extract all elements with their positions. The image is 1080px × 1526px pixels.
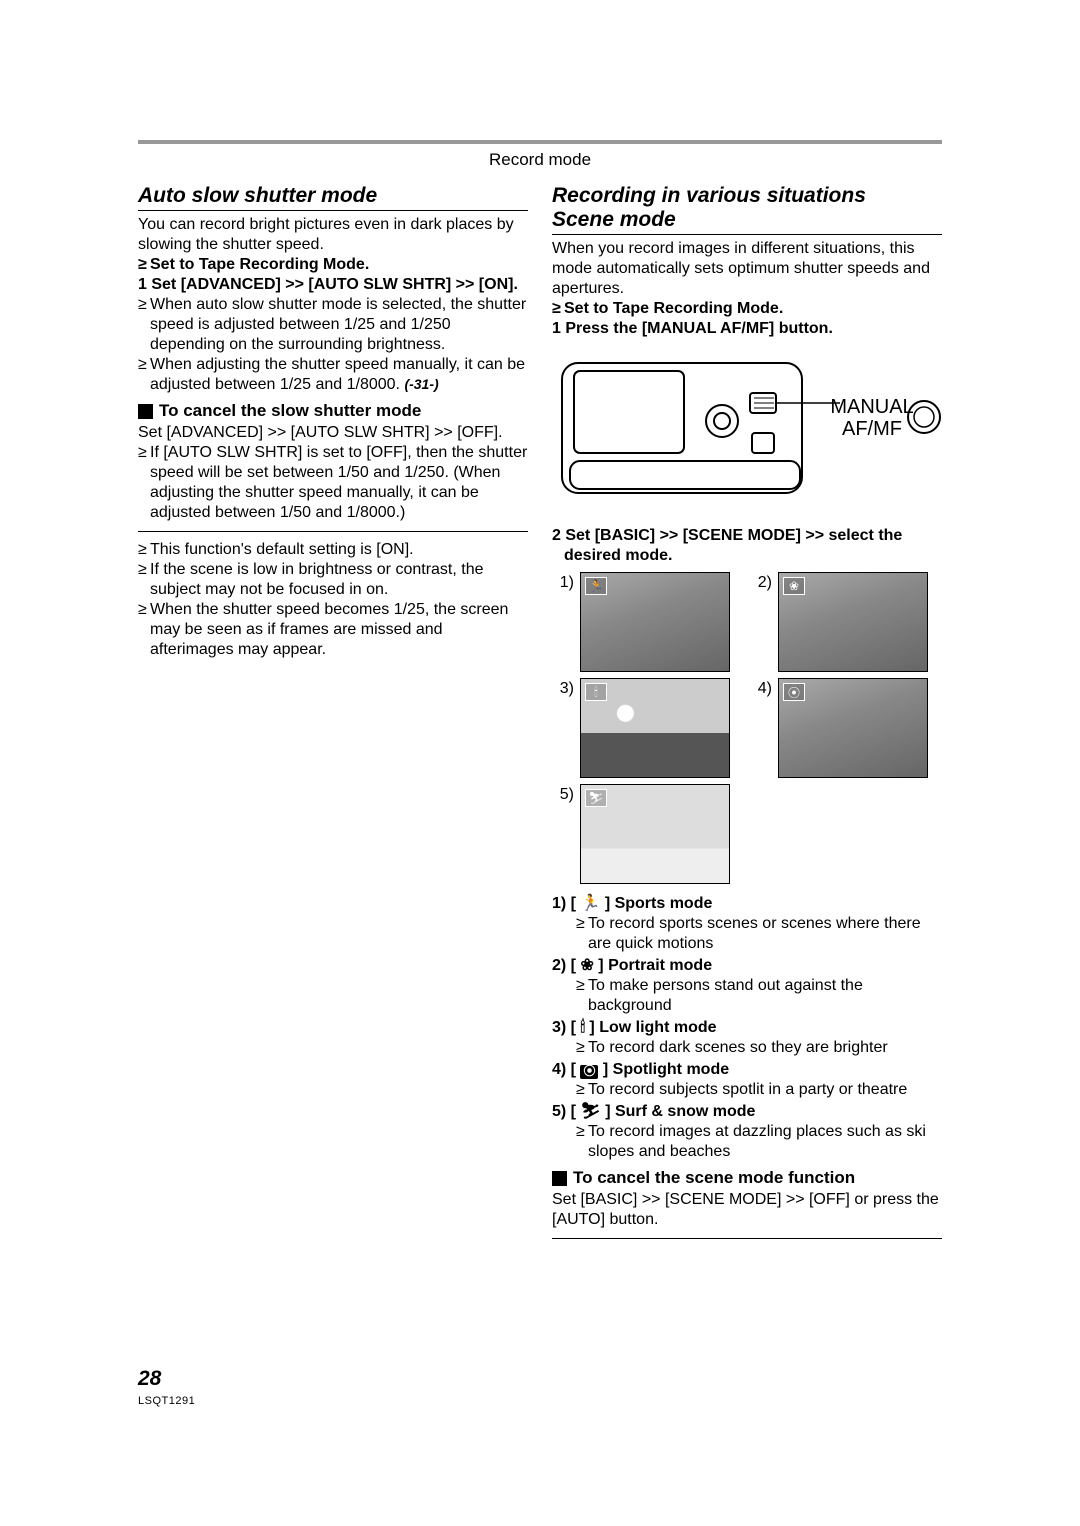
scene-mode-list: 1) [ 🏃 ] Sports mode To record sports sc… [552, 894, 942, 1162]
doc-id: LSQT1291 [138, 1395, 195, 1407]
mode-3-sub: To record dark scenes so they are bright… [552, 1038, 942, 1058]
step1-notes: When auto slow shutter mode is selected,… [138, 295, 528, 395]
two-column-layout: Auto slow shutter mode You can record br… [138, 184, 942, 1247]
black-square-icon [138, 404, 153, 419]
cancel-body: Set [ADVANCED] >> [AUTO SLW SHTR] >> [OF… [138, 423, 528, 443]
cancel-subhead: To cancel the slow shutter mode [138, 401, 528, 421]
thumb-label-3: 3) [552, 678, 574, 698]
scene-pre-step: Set to Tape Recording Mode. [552, 299, 942, 319]
camera-svg: MANUAL AF/MF [552, 343, 942, 513]
thumb-portrait: ❀ [778, 572, 928, 672]
page-footer: 28 LSQT1291 [138, 1367, 195, 1408]
scene-step1-text: Press the [MANUAL AF/MF] button. [565, 320, 833, 337]
scene-step1: 1 Press the [MANUAL AF/MF] button. [552, 319, 942, 339]
spotlight-mode-icon: ⦿ [580, 1065, 598, 1079]
lowlight-icon: 🕯 [585, 683, 607, 701]
thumb-label-4: 4) [750, 678, 772, 698]
step-1: 1 Set [ADVANCED] >> [AUTO SLW SHTR] >> [… [138, 275, 528, 295]
thumb-label-5: 5) [552, 784, 574, 804]
black-square-icon-2 [552, 1171, 567, 1186]
title-line2: Scene mode [552, 208, 676, 231]
cancel-notes: If [AUTO SLW SHTR] is set to [OFF], then… [138, 443, 528, 523]
gen-note-1: This function's default setting is [ON]. [138, 540, 528, 560]
mode-5-sub: To record images at dazzling places such… [552, 1122, 942, 1162]
thumb-label-1: 1) [552, 572, 574, 592]
mode-4-post: ] Spotlight mode [603, 1061, 729, 1078]
portrait-icon: ❀ [783, 577, 805, 595]
divider [138, 531, 528, 532]
mode-2-head: 2) [ ❀ ] Portrait mode [552, 956, 942, 976]
surfsnow-icon: ⛷ [585, 789, 607, 807]
title-line1: Recording in various situations [552, 184, 866, 207]
page-ref: (-31-) [404, 376, 438, 392]
step-num: 1 [138, 276, 147, 293]
cancel-note: If [AUTO SLW SHTR] is set to [OFF], then… [138, 443, 528, 523]
scene-step2-text: Set [BASIC] >> [SCENE MODE] >> select th… [564, 527, 902, 564]
section-title-auto-slow: Auto slow shutter mode [138, 184, 528, 211]
divider-right [552, 1238, 942, 1239]
scene-intro: When you record images in different situ… [552, 239, 942, 299]
thumb-spotlight: ⦿ [778, 678, 928, 778]
mode-1-head: 1) [ 🏃 ] Sports mode [552, 894, 942, 914]
note-b-text: When adjusting the shutter speed manuall… [150, 356, 525, 393]
intro-text: You can record bright pictures even in d… [138, 215, 528, 255]
pre-step: Set to Tape Recording Mode. [138, 255, 528, 275]
mode-4-pre: 4) [ [552, 1061, 576, 1078]
note-a: When auto slow shutter mode is selected,… [138, 295, 528, 355]
mode-3-head: 3) [ 🕯 ] Low light mode [552, 1018, 942, 1038]
step-text: Set [ADVANCED] >> [AUTO SLW SHTR] >> [ON… [151, 276, 518, 293]
mode-1-sub: To record sports scenes or scenes where … [552, 914, 942, 954]
scene-step2: 2 Set [BASIC] >> [SCENE MODE] >> select … [552, 526, 942, 566]
chapter-label: Record mode [138, 150, 942, 170]
gen-note-2: If the scene is low in brightness or con… [138, 560, 528, 600]
thumb-lowlight: 🕯 [580, 678, 730, 778]
right-column: Recording in various situations Scene mo… [552, 184, 942, 1247]
mode-2-sub: To make persons stand out against the ba… [552, 976, 942, 1016]
thumb-label-2: 2) [750, 572, 772, 592]
page-number: 28 [138, 1367, 195, 1391]
top-rule [138, 140, 942, 144]
mode-5-head: 5) [ ⛷ ] Surf & snow mode [552, 1102, 942, 1122]
gen-note-3: When the shutter speed becomes 1/25, the… [138, 600, 528, 660]
mode-4-sub: To record subjects spotlit in a party or… [552, 1080, 942, 1100]
note-b: When adjusting the shutter speed manuall… [138, 355, 528, 395]
section-title-scene: Recording in various situations Scene mo… [552, 184, 942, 235]
scene-cancel-body: Set [BASIC] >> [SCENE MODE] >> [OFF] or … [552, 1190, 942, 1230]
btn-label-2: AF/MF [842, 418, 902, 440]
pre-step-list: Set to Tape Recording Mode. [138, 255, 528, 275]
general-notes: This function's default setting is [ON].… [138, 540, 528, 660]
camera-illustration: MANUAL AF/MF [552, 343, 942, 518]
spotlight-icon: ⦿ [783, 683, 805, 701]
cancel-head-text: To cancel the slow shutter mode [159, 401, 421, 421]
scene-cancel-head: To cancel the scene mode function [573, 1168, 855, 1188]
left-column: Auto slow shutter mode You can record br… [138, 184, 528, 1247]
thumb-sports: 🏃 [580, 572, 730, 672]
scene-pre: Set to Tape Recording Mode. [552, 299, 942, 319]
scene-thumbnails: 1) 🏃 2) ❀ 3) 🕯 4) ⦿ 5) ⛷ [552, 572, 942, 884]
sports-icon: 🏃 [585, 577, 607, 595]
btn-label-1: MANUAL [830, 396, 913, 418]
mode-4-head: 4) [ ⦿ ] Spotlight mode [552, 1060, 942, 1080]
scene-cancel-subhead: To cancel the scene mode function [552, 1168, 942, 1188]
thumb-surf-snow: ⛷ [580, 784, 730, 884]
